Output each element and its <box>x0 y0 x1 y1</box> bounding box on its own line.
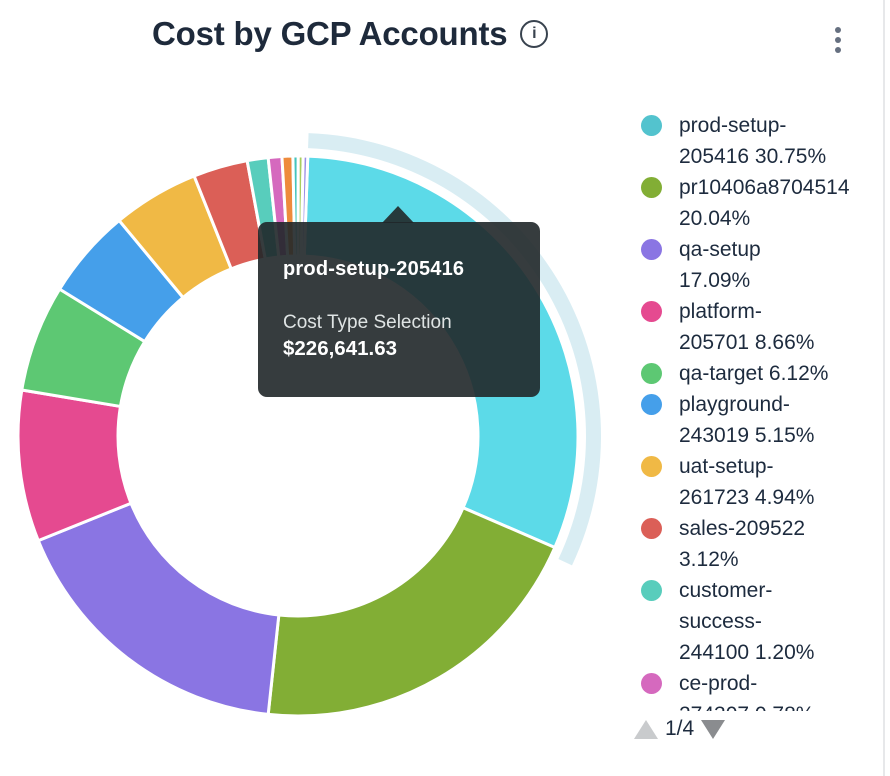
legend-item-label: playground- 243019 5.15% <box>679 393 815 447</box>
legend-item-label: qa-setup 17.09% <box>679 238 761 292</box>
tooltip-arrow <box>382 206 414 223</box>
legend-item[interactable]: pr10406a8704514 20.04% <box>641 172 873 234</box>
legend-item-label: customer-success- 244100 1.20% <box>679 579 815 664</box>
chart-segment[interactable] <box>36 501 281 716</box>
card-right-border <box>883 0 885 776</box>
legend-dot <box>641 580 662 601</box>
legend: prod-setup- 205416 30.75% pr10406a8704514 2… <box>641 110 873 711</box>
legend-dot <box>641 518 662 539</box>
legend-item[interactable]: sales-209522 3.12% <box>641 513 873 575</box>
tooltip-segment-name: prod-setup-205416 <box>283 258 465 280</box>
legend-item[interactable]: qa-target 6.12% <box>641 358 873 389</box>
legend-item-label: ce-prod-274307 0.78% <box>679 672 814 711</box>
legend-item[interactable]: prod-setup- 205416 30.75% <box>641 110 873 172</box>
kebab-dot <box>835 37 841 43</box>
legend-dot <box>641 301 662 322</box>
legend-dot <box>641 456 662 477</box>
chart-tooltip: prod-setup-205416 Cost Type Selection $2… <box>258 222 540 397</box>
context-menu-button[interactable] <box>833 25 843 55</box>
legend-item[interactable]: platform- 205701 8.66% <box>641 296 873 358</box>
info-icon[interactable]: i <box>520 20 549 48</box>
legend-item-label: uat-setup- 261723 4.94% <box>679 455 815 509</box>
legend-dot <box>641 673 662 694</box>
legend-dot <box>641 115 662 136</box>
legend-item[interactable]: qa-setup 17.09% <box>641 234 873 296</box>
legend-item[interactable]: playground- 243019 5.15% <box>641 389 873 451</box>
legend-item-label: qa-target 6.12% <box>679 362 829 385</box>
legend-item-label: platform- 205701 8.66% <box>679 300 815 354</box>
chart-segment[interactable] <box>266 506 557 718</box>
legend-prev-page-button[interactable] <box>634 719 658 739</box>
page-title: Cost by GCP Accounts <box>152 15 508 52</box>
tooltip-metric-value: $226,641.63 <box>283 337 398 360</box>
kebab-dot <box>835 27 841 33</box>
tooltip-metric-label: Cost Type Selection <box>283 312 452 333</box>
legend-dot <box>641 394 662 415</box>
legend-dot <box>641 239 662 260</box>
legend-dot <box>641 177 662 198</box>
legend-item[interactable]: uat-setup- 261723 4.94% <box>641 451 873 513</box>
legend-page-indicator: 1/4 <box>665 717 695 740</box>
card-header: Cost by GCP Accounts i <box>152 15 549 53</box>
legend-item[interactable]: ce-prod-274307 0.78% <box>641 668 873 711</box>
legend-item-label: prod-setup- 205416 30.75% <box>679 114 827 168</box>
legend-next-page-button[interactable] <box>701 719 726 739</box>
legend-item[interactable]: customer-success- 244100 1.20% <box>641 575 873 668</box>
info-icon-glyph: i <box>532 25 537 42</box>
kebab-dot <box>835 47 841 53</box>
legend-pager: 1/4 <box>634 717 726 741</box>
legend-dot <box>641 363 662 384</box>
legend-item-label: pr10406a8704514 20.04% <box>679 176 850 230</box>
legend-item-label: sales-209522 3.12% <box>679 517 806 571</box>
